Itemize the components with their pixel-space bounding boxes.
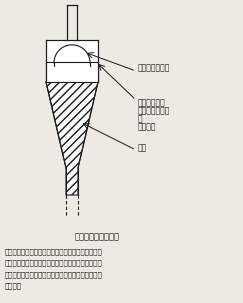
- Polygon shape: [46, 82, 98, 195]
- Text: ＋: ＋: [138, 114, 143, 123]
- Text: 発生したガスは二重ゴム栓を通して採取し，実験に: 発生したガスは二重ゴム栓を通して採取し，実験に: [5, 271, 103, 278]
- Text: 水素化ホウ素: 水素化ホウ素: [138, 98, 166, 107]
- Text: 放射性水素ガス: 放射性水素ガス: [138, 64, 170, 72]
- Bar: [46, 40, 98, 82]
- Text: １Ｎ塩酸: １Ｎ塩酸: [138, 122, 156, 131]
- Text: 水銀: 水銀: [138, 144, 147, 152]
- Text: 図１　水素発生装置: 図１ 水素発生装置: [75, 232, 120, 241]
- Text: トリチウムを含む水素化ホウ素ナトリウム溶液に，: トリチウムを含む水素化ホウ素ナトリウム溶液に，: [5, 248, 103, 255]
- Text: ナトリウム溶液: ナトリウム溶液: [138, 106, 170, 115]
- Polygon shape: [46, 62, 98, 82]
- Text: 用いた．: 用いた．: [5, 282, 22, 289]
- Text: 塩酸を加えることで放射性水素ガスを発生させた．: 塩酸を加えることで放射性水素ガスを発生させた．: [5, 259, 103, 266]
